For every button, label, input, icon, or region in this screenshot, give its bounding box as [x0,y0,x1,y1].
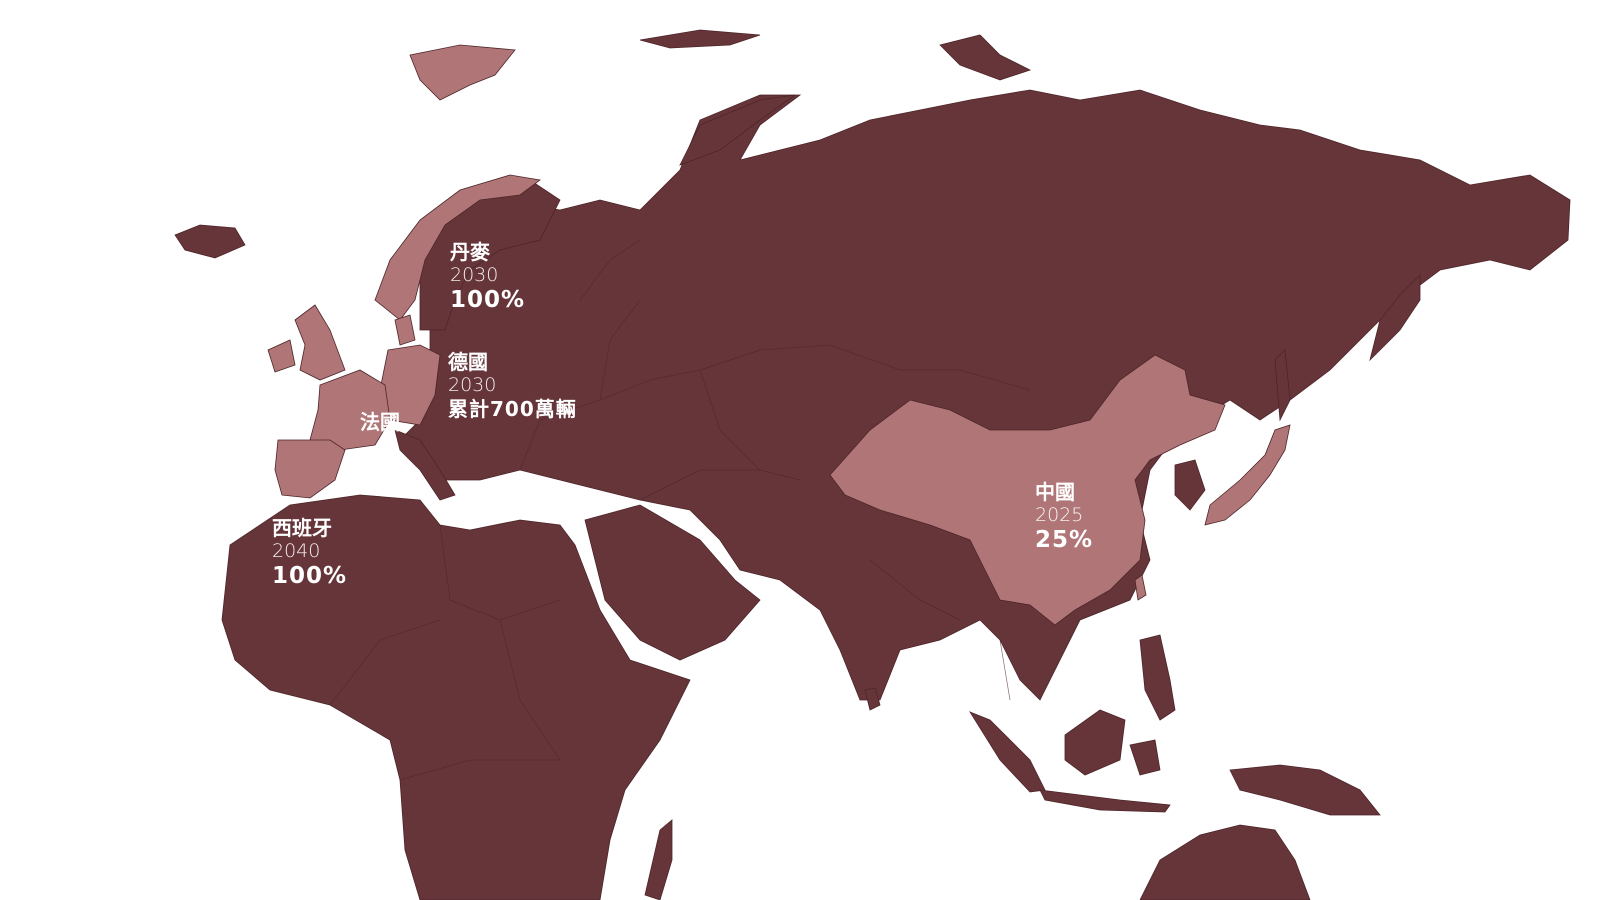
iceland [174,224,246,259]
label-china-value: 25% [1035,526,1094,553]
novaya-zemlya [679,94,796,166]
label-france-name: 法國 [360,410,400,434]
label-spain: 西班牙 2040 100% [272,516,347,590]
korea [1174,459,1206,511]
sumatra [969,711,1046,793]
label-china: 中國 2025 25% [1035,480,1093,554]
label-spain-year: 2040 [272,540,321,562]
eurasia-landmass [399,89,1571,701]
label-germany-value: 累計700萬輛 [448,396,577,421]
australia [1139,824,1311,900]
label-germany: 德國 2030 累計700萬輛 [448,350,577,421]
japan [1204,424,1291,526]
label-china-name: 中國 [1035,480,1075,504]
italy [394,429,456,501]
label-denmark-year: 2030 [450,264,499,286]
denmark [394,314,416,346]
madagascar [644,819,673,900]
label-spain-value: 100% [272,562,348,589]
philippines [1139,634,1176,721]
label-denmark-name: 丹麥 [450,240,490,264]
france [309,369,391,451]
taiwan [1134,574,1147,601]
label-spain-name: 西班牙 [272,516,332,540]
sri-lanka [864,687,881,711]
label-china-year: 2025 [1035,504,1084,526]
label-france: 法國 [360,410,400,434]
label-denmark: 丹麥 2030 100% [450,240,525,314]
new-guinea [1229,764,1381,816]
spain [274,439,346,499]
arabian-peninsula [584,504,761,661]
borneo [1064,709,1126,776]
kamchatka [1369,274,1421,362]
label-germany-year: 2030 [448,374,497,396]
arctic-islands-2 [639,29,761,49]
label-denmark-value: 100% [450,286,526,313]
borders [329,239,1031,781]
china [829,354,1226,626]
java-islands [1039,789,1171,813]
sakhalin [1274,349,1291,422]
ireland [267,339,296,373]
uk [294,304,346,381]
arctic-islands [939,34,1032,81]
svalbard [409,44,516,101]
sulawesi [1129,739,1161,776]
norway [374,174,541,321]
label-germany-name: 德國 [448,350,488,374]
